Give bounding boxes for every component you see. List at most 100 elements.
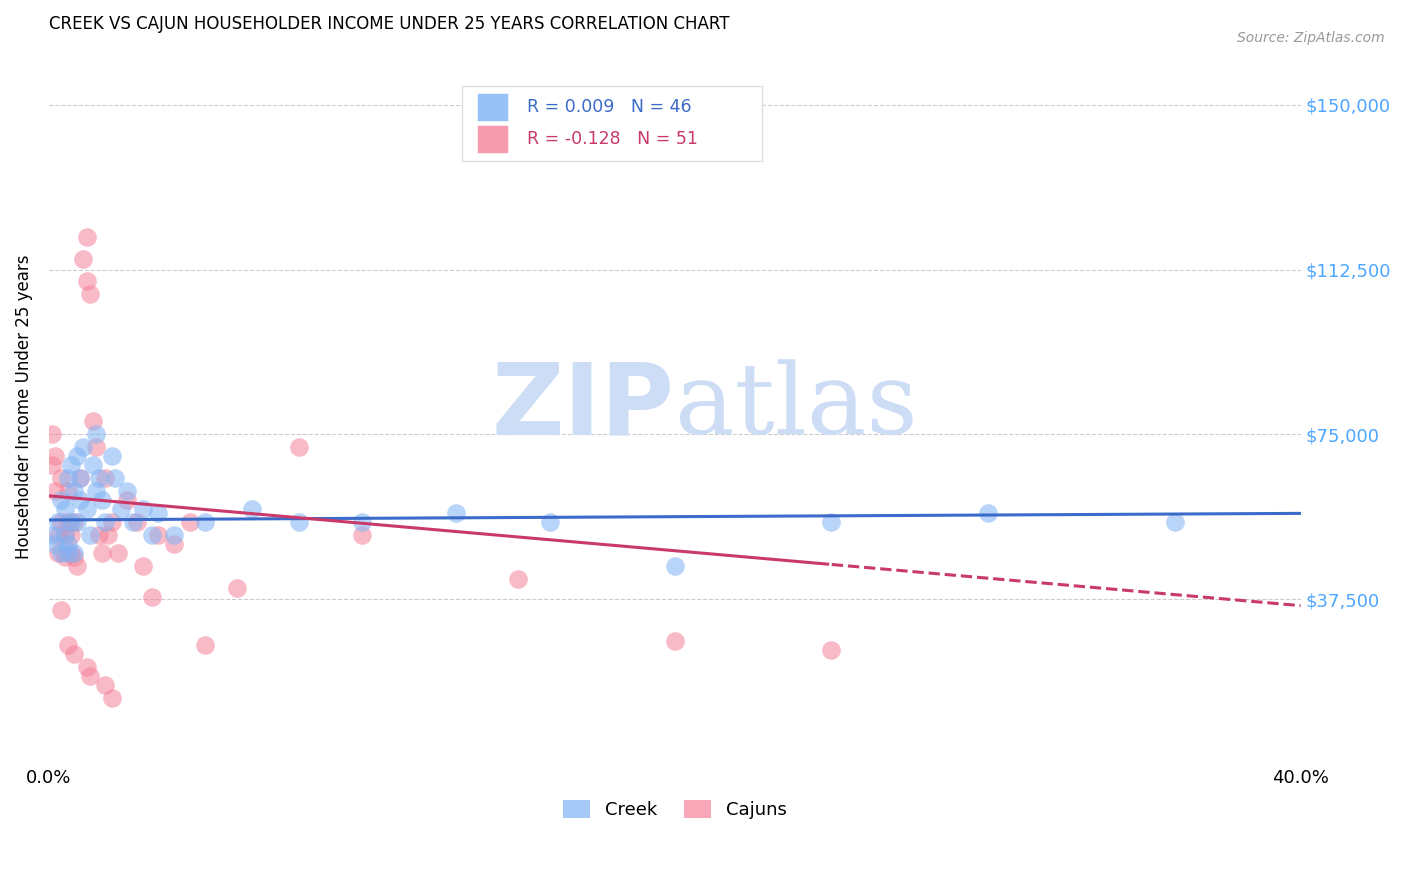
Point [163,537,186,551]
Point [1164,515,1187,529]
Point [820,515,842,529]
FancyBboxPatch shape [477,93,509,121]
Point [63,647,86,661]
Point [76,273,98,287]
Point [51,603,73,617]
Point [72,441,94,455]
FancyBboxPatch shape [463,86,762,161]
Point [69,471,91,485]
Point [350,515,373,529]
Point [350,528,373,542]
Point [51,493,73,508]
Point [63,515,86,529]
Legend: Creek, Cajuns: Creek, Cajuns [555,792,793,826]
Point [56,471,79,485]
Text: CREEK VS CAJUN HOUSEHOLDER INCOME UNDER 25 YEARS CORRELATION CHART: CREEK VS CAJUN HOUSEHOLDER INCOME UNDER … [49,15,730,33]
Point [51,471,73,485]
Point [59,515,82,529]
Point [163,528,186,542]
Point [104,471,127,485]
Point [44,537,66,551]
Point [63,546,86,560]
Point [44,484,66,499]
Point [76,660,98,674]
Point [82,458,104,472]
Point [72,252,94,266]
Y-axis label: Householder Income Under 25 years: Householder Income Under 25 years [15,254,32,559]
Point [125,515,148,529]
Point [69,471,91,485]
Point [141,528,163,542]
Point [51,546,73,560]
Text: R = 0.009   N = 46: R = 0.009 N = 46 [527,98,692,116]
Point [44,450,66,464]
Point [91,546,114,560]
Point [94,515,117,529]
Point [179,515,201,529]
Point [110,502,132,516]
Point [141,590,163,604]
Point [91,493,114,508]
Point [56,515,79,529]
Point [288,441,311,455]
FancyBboxPatch shape [477,125,509,153]
Text: atlas: atlas [675,359,918,455]
Point [820,642,842,657]
Point [508,572,530,586]
Point [94,471,117,485]
Point [225,581,247,595]
Point [48,528,70,542]
Point [664,559,686,574]
Point [100,515,122,529]
Point [53,502,76,516]
Point [59,528,82,542]
Point [48,546,70,560]
Point [79,528,101,542]
Point [82,414,104,428]
Point [132,559,155,574]
Text: ZIP: ZIP [492,359,675,455]
Point [53,528,76,542]
Point [107,546,129,560]
Point [664,633,686,648]
Point [977,507,1000,521]
Point [56,484,79,499]
Point [288,515,311,529]
Point [97,528,120,542]
Point [87,471,110,485]
Point [53,528,76,542]
Point [66,559,89,574]
Point [122,515,145,529]
Point [148,507,170,521]
Point [84,427,107,442]
Point [79,669,101,683]
Point [84,484,107,499]
Point [56,546,79,560]
Point [41,458,63,472]
Point [56,537,79,551]
Point [194,638,217,652]
Point [76,229,98,244]
Point [41,528,63,542]
Point [87,528,110,542]
Point [148,528,170,542]
Point [76,502,98,516]
Point [66,515,89,529]
Point [63,484,86,499]
Point [194,515,217,529]
Point [84,441,107,455]
Point [444,507,467,521]
Point [66,450,89,464]
Text: R = -0.128   N = 51: R = -0.128 N = 51 [527,130,697,148]
Point [94,678,117,692]
Point [69,493,91,508]
Point [538,515,561,529]
Point [79,286,101,301]
Point [51,515,73,529]
Point [56,638,79,652]
Point [41,427,63,442]
Point [115,493,138,508]
Point [240,502,263,516]
Point [59,458,82,472]
Point [59,546,82,560]
